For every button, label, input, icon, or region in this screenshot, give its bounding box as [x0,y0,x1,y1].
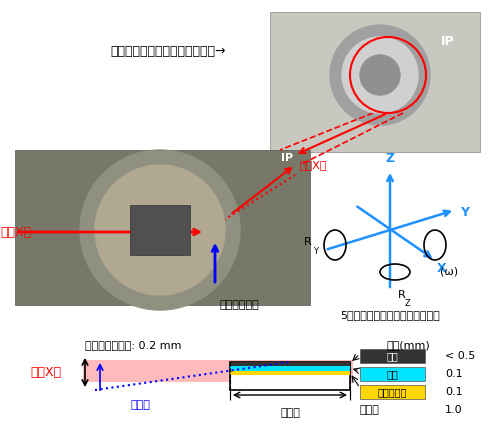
FancyBboxPatch shape [270,12,480,152]
Circle shape [330,25,430,125]
Text: デバイシェラーカメラの全景　→: デバイシェラーカメラの全景 → [110,45,226,58]
Text: (ω): (ω) [440,267,458,277]
FancyBboxPatch shape [360,385,425,399]
Text: 回折X線: 回折X線 [300,160,328,170]
Text: 0.1: 0.1 [445,369,462,379]
Text: < 0.5: < 0.5 [445,351,476,361]
FancyBboxPatch shape [230,366,350,371]
Text: Y: Y [313,247,318,256]
FancyBboxPatch shape [15,150,310,305]
FancyBboxPatch shape [83,360,353,382]
Text: 両面テープ: 両面テープ [378,387,406,397]
FancyBboxPatch shape [230,362,350,390]
Text: 入射X線: 入射X線 [30,366,61,379]
Text: 5軸付薄膜測定用アタッチメント: 5軸付薄膜測定用アタッチメント [340,310,440,320]
Text: IP: IP [442,35,455,48]
FancyBboxPatch shape [230,362,350,366]
FancyBboxPatch shape [360,367,425,381]
Text: IP: IP [281,153,293,163]
FancyBboxPatch shape [230,371,350,375]
Text: 縦ビームサイズ: 0.2 mm: 縦ビームサイズ: 0.2 mm [85,340,182,350]
Text: 入射角: 入射角 [130,400,150,410]
Text: ガラス試料板: ガラス試料板 [220,300,260,310]
Text: 照射長: 照射長 [280,408,300,418]
Circle shape [360,55,400,95]
Text: Z: Z [405,299,411,308]
Text: 0.1: 0.1 [445,387,462,397]
Circle shape [80,150,240,310]
FancyBboxPatch shape [130,205,190,255]
Text: 試料: 試料 [386,351,398,361]
Text: R: R [398,290,406,300]
Text: ガラス: ガラス [360,405,380,415]
Text: Y: Y [460,206,469,219]
Text: R: R [304,237,312,247]
Text: 入射X線: 入射X線 [0,226,31,239]
Text: 1.0: 1.0 [445,405,462,415]
Text: 厚さ(mm): 厚さ(mm) [386,340,430,350]
Text: Z: Z [386,152,394,165]
Text: ろ紙: ろ紙 [386,369,398,379]
Text: X: X [437,262,446,275]
Circle shape [342,37,418,113]
FancyBboxPatch shape [360,349,425,363]
Circle shape [95,165,225,295]
